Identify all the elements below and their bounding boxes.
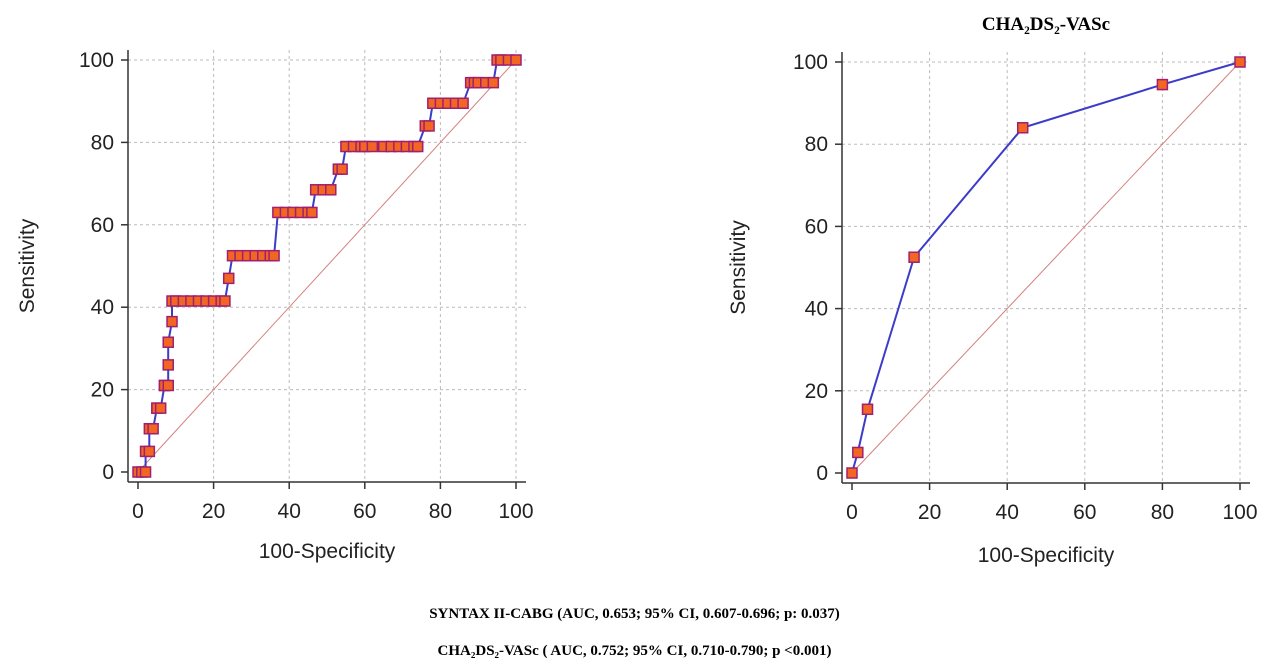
roc-point	[908, 251, 920, 263]
roc-point	[336, 163, 348, 175]
x-tick-label: 40	[996, 501, 1019, 524]
x-axis-label: 100-Specificity	[978, 544, 1115, 567]
y-tick-label: 80	[805, 133, 828, 156]
x-tick-label: 80	[1151, 501, 1174, 524]
y-tick-label: 60	[91, 214, 114, 237]
y-tick-label: 100	[79, 49, 114, 72]
roc-point	[325, 184, 337, 196]
roc-point	[139, 466, 152, 478]
roc-point	[162, 359, 174, 371]
caption-syntax-auc: SYNTAX II-CABG (AUC, 0.653; 95% CI, 0.60…	[429, 606, 840, 622]
x-tick-label: 80	[429, 500, 452, 523]
roc-point	[852, 446, 864, 459]
roc-point	[846, 467, 858, 479]
x-tick-label: 0	[846, 501, 858, 524]
x-tick-label: 20	[918, 501, 941, 524]
x-tick-label: 60	[1073, 501, 1096, 524]
reference-diagonal-line	[851, 61, 1241, 474]
y-tick-label: 100	[793, 51, 828, 74]
y-axis-label: Sensitivity	[16, 218, 39, 313]
roc-point	[166, 315, 178, 328]
y-tick-label: 80	[91, 131, 114, 154]
roc-chart-cha2ds2-vasc: CHA₂DS₂-VASc 0 20 40 60 80 100 0 20 40 60 80 100 100-…	[727, 14, 1258, 567]
y-tick-label: 40	[91, 296, 114, 319]
x-tick-label: 0	[132, 500, 144, 523]
y-tick-label: 20	[805, 380, 828, 403]
reference-diagonal-line	[137, 59, 517, 473]
roc-point	[222, 272, 235, 285]
roc-point	[154, 402, 167, 414]
roc-point	[162, 336, 174, 348]
roc-point	[268, 249, 280, 262]
roc-point	[1234, 56, 1246, 68]
x-tick-label: 100	[1222, 501, 1257, 524]
roc-point	[1156, 78, 1169, 91]
y-tick-label: 40	[805, 298, 828, 321]
roc-point	[219, 295, 231, 307]
x-tick-label: 40	[278, 500, 301, 523]
roc-point	[457, 97, 469, 110]
roc-point	[487, 76, 500, 89]
roc-point	[861, 403, 874, 416]
roc-point	[366, 140, 379, 153]
y-tick-label: 0	[816, 462, 828, 485]
roc-point	[1016, 122, 1029, 134]
x-tick-label: 20	[202, 500, 225, 523]
x-tick-label: 60	[353, 500, 376, 523]
x-axis-label: 100-Specificity	[259, 540, 396, 563]
roc-point	[143, 445, 156, 458]
chart-title: CHA₂DS₂-VASc	[982, 14, 1110, 35]
x-tick-label: 100	[498, 500, 533, 523]
roc-point	[411, 140, 424, 153]
roc-point	[510, 54, 522, 66]
y-axis-label: Sensitivity	[727, 220, 750, 315]
y-tick-label: 20	[91, 379, 114, 402]
roc-chart-syntax: 0 20 40 60 80 100 0 20 40 60 80 100 100-Specificity S…	[16, 49, 534, 563]
y-tick-label: 0	[102, 461, 114, 484]
roc-point	[423, 120, 435, 132]
roc-point	[162, 379, 174, 392]
y-tick-label: 60	[805, 215, 828, 238]
caption-cha2ds2-vasc-auc: CHA₂DS₂-VASc ( AUC, 0.752; 95% CI, 0.710…	[437, 643, 832, 659]
roc-point	[306, 206, 318, 219]
roc-point	[147, 422, 159, 435]
